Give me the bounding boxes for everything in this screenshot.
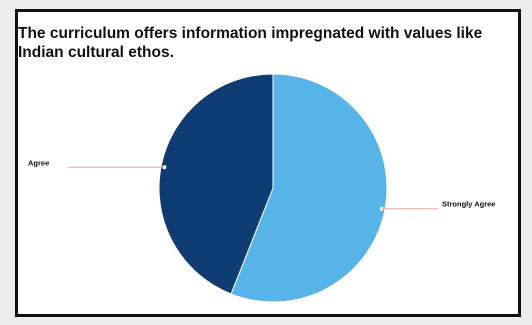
- chart-title: The curriculum offers information impreg…: [18, 25, 483, 61]
- pie-labels: Strongly Agree Agree: [28, 158, 495, 211]
- pie-slices: [158, 73, 388, 303]
- slice-label: Agree: [28, 158, 49, 167]
- pie-slice-strongly-agree: [230, 73, 388, 303]
- slice-label: Strongly Agree: [442, 200, 495, 209]
- pie-slice-agree: [158, 73, 274, 295]
